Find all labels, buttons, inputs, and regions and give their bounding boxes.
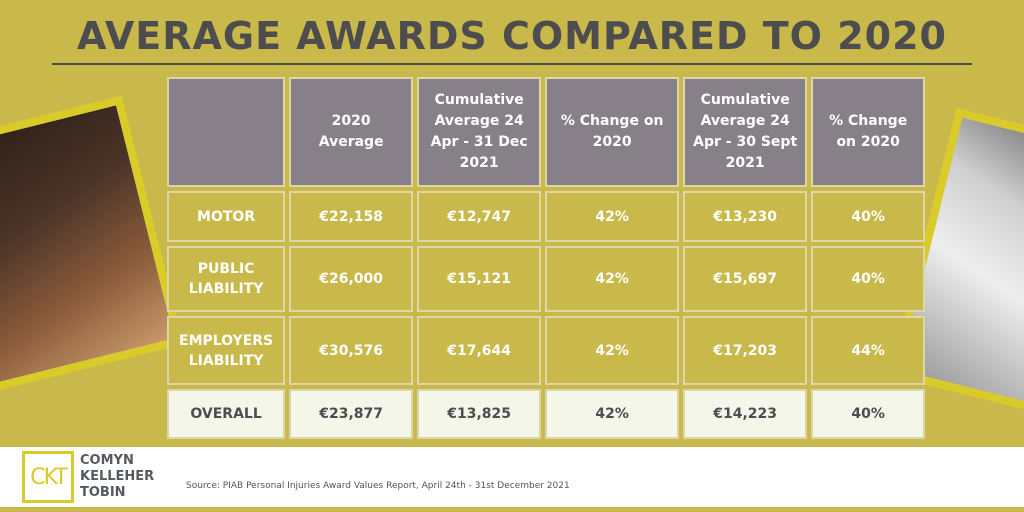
awards-table: 2020 Average Cumulative Average 24 Apr - …	[163, 73, 929, 443]
row-label: EMPLOYERS LIABILITY	[167, 316, 286, 385]
table-cell: €15,697	[683, 246, 808, 312]
table-cell: €30,576	[289, 316, 414, 385]
table-cell: 42%	[545, 246, 680, 312]
table-cell: €26,000	[289, 246, 414, 312]
table-cell: €17,203	[683, 316, 808, 385]
gavel-photo	[0, 95, 184, 397]
table-row: EMPLOYERS LIABILITY €30,576 €17,644 42% €17,…	[167, 316, 926, 385]
table-cell: €23,877	[289, 389, 414, 439]
source-note: Source: PIAB Personal Injuries Award Val…	[186, 481, 570, 491]
page-title: AVERAGE AWARDS COMPARED TO 2020	[77, 14, 947, 58]
table-cell: 42%	[545, 316, 680, 385]
row-label: MOTOR	[167, 191, 286, 242]
logo-text: CKT	[30, 464, 68, 490]
table-cell: €13,230	[683, 191, 808, 242]
table-cell: 40%	[811, 191, 926, 242]
column-header: 2020 Average	[289, 77, 414, 187]
column-header: % Change on 2020	[811, 77, 926, 187]
table-cell: 44%	[811, 316, 926, 385]
table-cell: €14,223	[683, 389, 808, 439]
brand-line: TOBIN	[80, 485, 126, 500]
column-header: Cumulative Average 24 Apr - 31 Dec 2021	[417, 77, 542, 187]
title-underline	[52, 63, 972, 65]
brand-name: COMYN KELLEHER TOBIN	[80, 453, 154, 501]
column-header	[167, 77, 286, 187]
row-label: OVERALL	[167, 389, 286, 439]
table-cell: €22,158	[289, 191, 414, 242]
row-label: PUBLIC LIABILITY	[167, 246, 286, 312]
table-cell: 40%	[811, 246, 926, 312]
table-cell: €15,121	[417, 246, 542, 312]
table-cell: €13,825	[417, 389, 542, 439]
table-cell: €12,747	[417, 191, 542, 242]
brand-line: COMYN	[80, 453, 134, 468]
footer: CKT COMYN KELLEHER TOBIN Source: PIAB Pe…	[0, 447, 1024, 507]
ckt-logo: CKT	[22, 451, 74, 503]
table-row: OVERALL €23,877 €13,825 42% €14,223 40%	[167, 389, 926, 439]
table-cell: €17,644	[417, 316, 542, 385]
table-row: MOTOR €22,158 €12,747 42% €13,230 40%	[167, 191, 926, 242]
table-cell: 40%	[811, 389, 926, 439]
table-row: PUBLIC LIABILITY €26,000 €15,121 42% €15,697…	[167, 246, 926, 312]
column-header: % Change on 2020	[545, 77, 680, 187]
brand-line: KELLEHER	[80, 469, 155, 484]
column-header: Cumulative Average 24 Apr - 30 Sept 2021	[683, 77, 808, 187]
table-cell: 42%	[545, 191, 680, 242]
table-cell: 42%	[545, 389, 680, 439]
